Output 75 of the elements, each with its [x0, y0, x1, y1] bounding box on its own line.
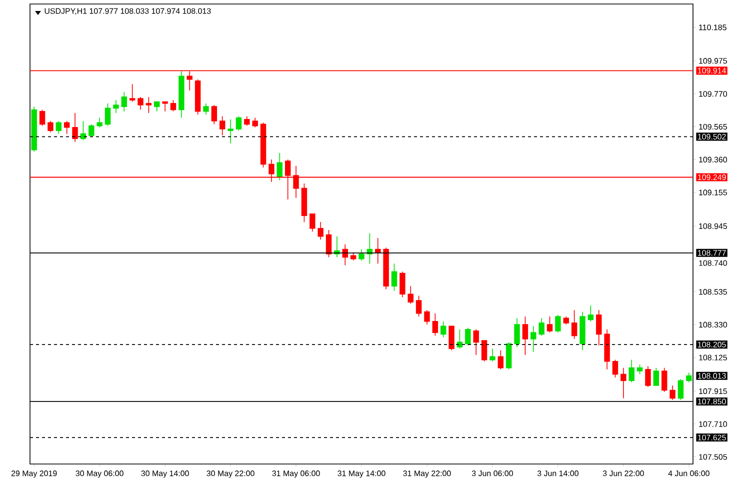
candlestick [391, 263, 398, 292]
candlestick [670, 385, 676, 400]
candlestick [48, 120, 54, 133]
candlestick [456, 328, 463, 349]
candlestick [113, 100, 119, 114]
candlestick [220, 116, 226, 136]
candlestick [588, 304, 594, 322]
candlestick [571, 310, 578, 340]
candlestick [211, 104, 218, 125]
candlestick [604, 328, 610, 370]
candlestick [424, 310, 430, 325]
candlestick [88, 124, 94, 138]
candlestick [342, 244, 348, 266]
candlestick [301, 183, 308, 222]
candlestick [596, 310, 602, 346]
candlestick [350, 252, 356, 261]
candlestick [170, 100, 176, 112]
candlestick [400, 271, 406, 298]
candlestick [104, 102, 111, 126]
candlestick [636, 364, 643, 375]
candlestick [326, 230, 332, 258]
candlestick [138, 96, 144, 110]
candlestick [686, 372, 692, 383]
candlestick [416, 295, 422, 317]
candlestick [678, 378, 684, 400]
candlestick [121, 92, 127, 112]
candlestick [383, 247, 389, 290]
candlestick [481, 340, 488, 362]
candlestick [440, 320, 446, 338]
candlestick [653, 367, 660, 386]
candlestick [146, 96, 152, 114]
candlestick [228, 118, 234, 144]
candlestick [465, 327, 471, 346]
candlestick [276, 152, 283, 181]
candlestick [473, 328, 479, 356]
candlestick [555, 314, 561, 333]
candlestick [546, 316, 553, 333]
candlestick [620, 367, 626, 399]
candlestick [530, 326, 536, 352]
candlestick [628, 359, 634, 383]
candlestick [408, 286, 414, 304]
candlestick [563, 316, 569, 325]
candlestick [580, 311, 586, 351]
candlestick [522, 316, 528, 356]
candlestick [498, 350, 504, 370]
candlestick [506, 342, 512, 370]
candlestick [244, 116, 250, 126]
candlestick [72, 112, 78, 142]
candlestick [236, 116, 242, 131]
candlestick [318, 222, 324, 240]
candlestick [80, 120, 86, 141]
candlestick [39, 109, 46, 126]
candlestick [203, 102, 209, 115]
candlestick [375, 238, 381, 264]
candlestick [260, 122, 266, 168]
candlestick [129, 84, 136, 102]
candlestick [178, 70, 184, 118]
candlestick [252, 117, 258, 128]
candlestick [162, 101, 168, 112]
candlestick [538, 318, 544, 336]
candlestick [490, 348, 496, 362]
candlestick [358, 248, 364, 261]
candlestick [310, 214, 316, 232]
candlestick [154, 101, 160, 112]
candlestick [432, 312, 438, 336]
candlestick [612, 359, 618, 378]
candlestick [64, 120, 70, 134]
candlestick [56, 120, 62, 134]
candlestick [96, 117, 102, 128]
candlestick [645, 366, 651, 388]
candlestick [31, 106, 37, 152]
candlestick [194, 78, 201, 115]
candlestick [514, 318, 520, 348]
candlestick [661, 367, 668, 392]
candlestick [448, 326, 454, 351]
